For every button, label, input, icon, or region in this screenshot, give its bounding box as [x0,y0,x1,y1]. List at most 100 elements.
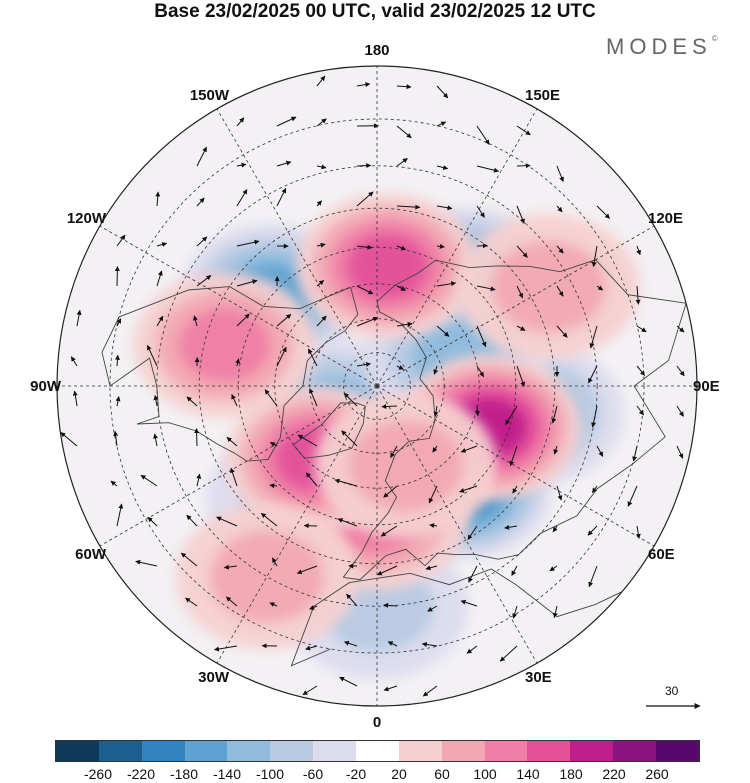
wind-vector [589,325,598,349]
longitude-label: 90W [30,378,62,395]
wind-vector [116,234,126,247]
wind-vector [196,236,208,247]
wind-vector [436,165,449,170]
longitude-label: 150W [190,87,230,104]
wind-vector [587,525,598,536]
wind-vector [194,428,200,447]
latitude-circle [198,207,556,565]
wind-vector [516,285,524,299]
wind-vector [396,158,408,167]
wind-vectors [60,75,685,697]
colorbar-labels: -260 -220 -180 -140 -100 -60 -20 20 60 100 140 180 2… [55,766,700,782]
wind-vector [309,605,318,610]
wind-vector [551,405,558,424]
wind-vector [276,313,292,327]
wind-vector [269,441,278,447]
colorbar-cell [398,741,442,761]
colorbar-cell [570,741,614,761]
wind-vector [356,244,373,250]
wind-vector [309,388,318,407]
wind-vector [467,525,478,540]
wind-vector [396,321,413,327]
longitude-label: 30E [525,669,552,686]
colorbar-label: 180 [559,766,583,782]
colorbar-cell [484,741,528,761]
colorbar-cell [227,741,271,761]
wind-vector [264,389,278,407]
wind-vector [296,565,318,575]
wind-vector [476,165,499,173]
colorbar-label: -260 [83,766,113,782]
graticule [57,66,697,706]
wind-vector [72,390,78,407]
colorbar-cell [56,741,99,761]
anomaly-contour [179,308,270,382]
wind-vector [110,480,118,487]
wind-vector [70,356,78,367]
anomaly-contour [347,234,428,298]
wind-vector [156,315,164,327]
wind-vector [466,645,478,654]
wind-vector [316,200,322,207]
wind-vector [635,525,641,539]
colorbar-cell [313,741,357,761]
wind-vector [591,485,598,493]
wind-vector [305,645,318,651]
coastline [290,568,623,667]
wind-vector [343,640,358,647]
wind-vector [114,354,120,367]
wind-vector [341,430,358,447]
wind-vector [196,197,205,207]
wind-vector [460,599,478,607]
meridian-line [216,385,378,664]
wind-vector [216,516,238,527]
wind-vector [504,524,518,530]
wind-vector [307,348,318,367]
latitude-circle [109,118,645,654]
colorbar-label: 260 [645,766,669,782]
wind-vector [553,445,559,455]
wind-vector [316,315,327,327]
wind-vector [225,596,238,607]
wind-vector [476,125,490,145]
wind-vector [236,117,245,127]
colorbar-label: -60 [302,766,324,782]
wind-vector [509,445,518,467]
wind-vector [627,485,638,507]
wind-vector [390,445,398,459]
wind-vector [421,642,438,647]
wind-vector [236,279,258,287]
wind-vector [339,676,358,687]
colorbar-cell [356,741,399,761]
wind-vector [116,503,124,527]
wind-vector [428,485,438,504]
wind-vector [316,280,325,287]
wind-vector [556,165,564,183]
wind-vector [591,405,598,428]
wind-vector [156,270,163,287]
wind-vector [516,325,526,331]
wind-vector [552,605,558,619]
wind-vector [60,432,78,447]
wind-vector [436,205,453,211]
wind-vector [297,434,318,447]
wind-vector [596,445,604,457]
longitude-label: 60E [648,546,675,563]
wind-vector [552,525,558,533]
wind-vector [356,163,372,169]
wind-vector [196,473,202,487]
wind-vector [635,285,641,305]
wind-vector [432,445,438,453]
wind-vector [396,285,407,291]
colorbar-label: -100 [255,766,285,782]
wind-vector [387,641,398,647]
wind-vector [230,467,238,487]
brand-name: MODES [606,34,712,59]
colorbar-cell [656,741,699,761]
wind-vector [588,565,598,588]
wind-vector [235,358,241,367]
wind-vector [396,204,421,210]
wind-vector [436,281,457,287]
wind-vector [632,445,638,462]
wind-vector [305,472,318,487]
